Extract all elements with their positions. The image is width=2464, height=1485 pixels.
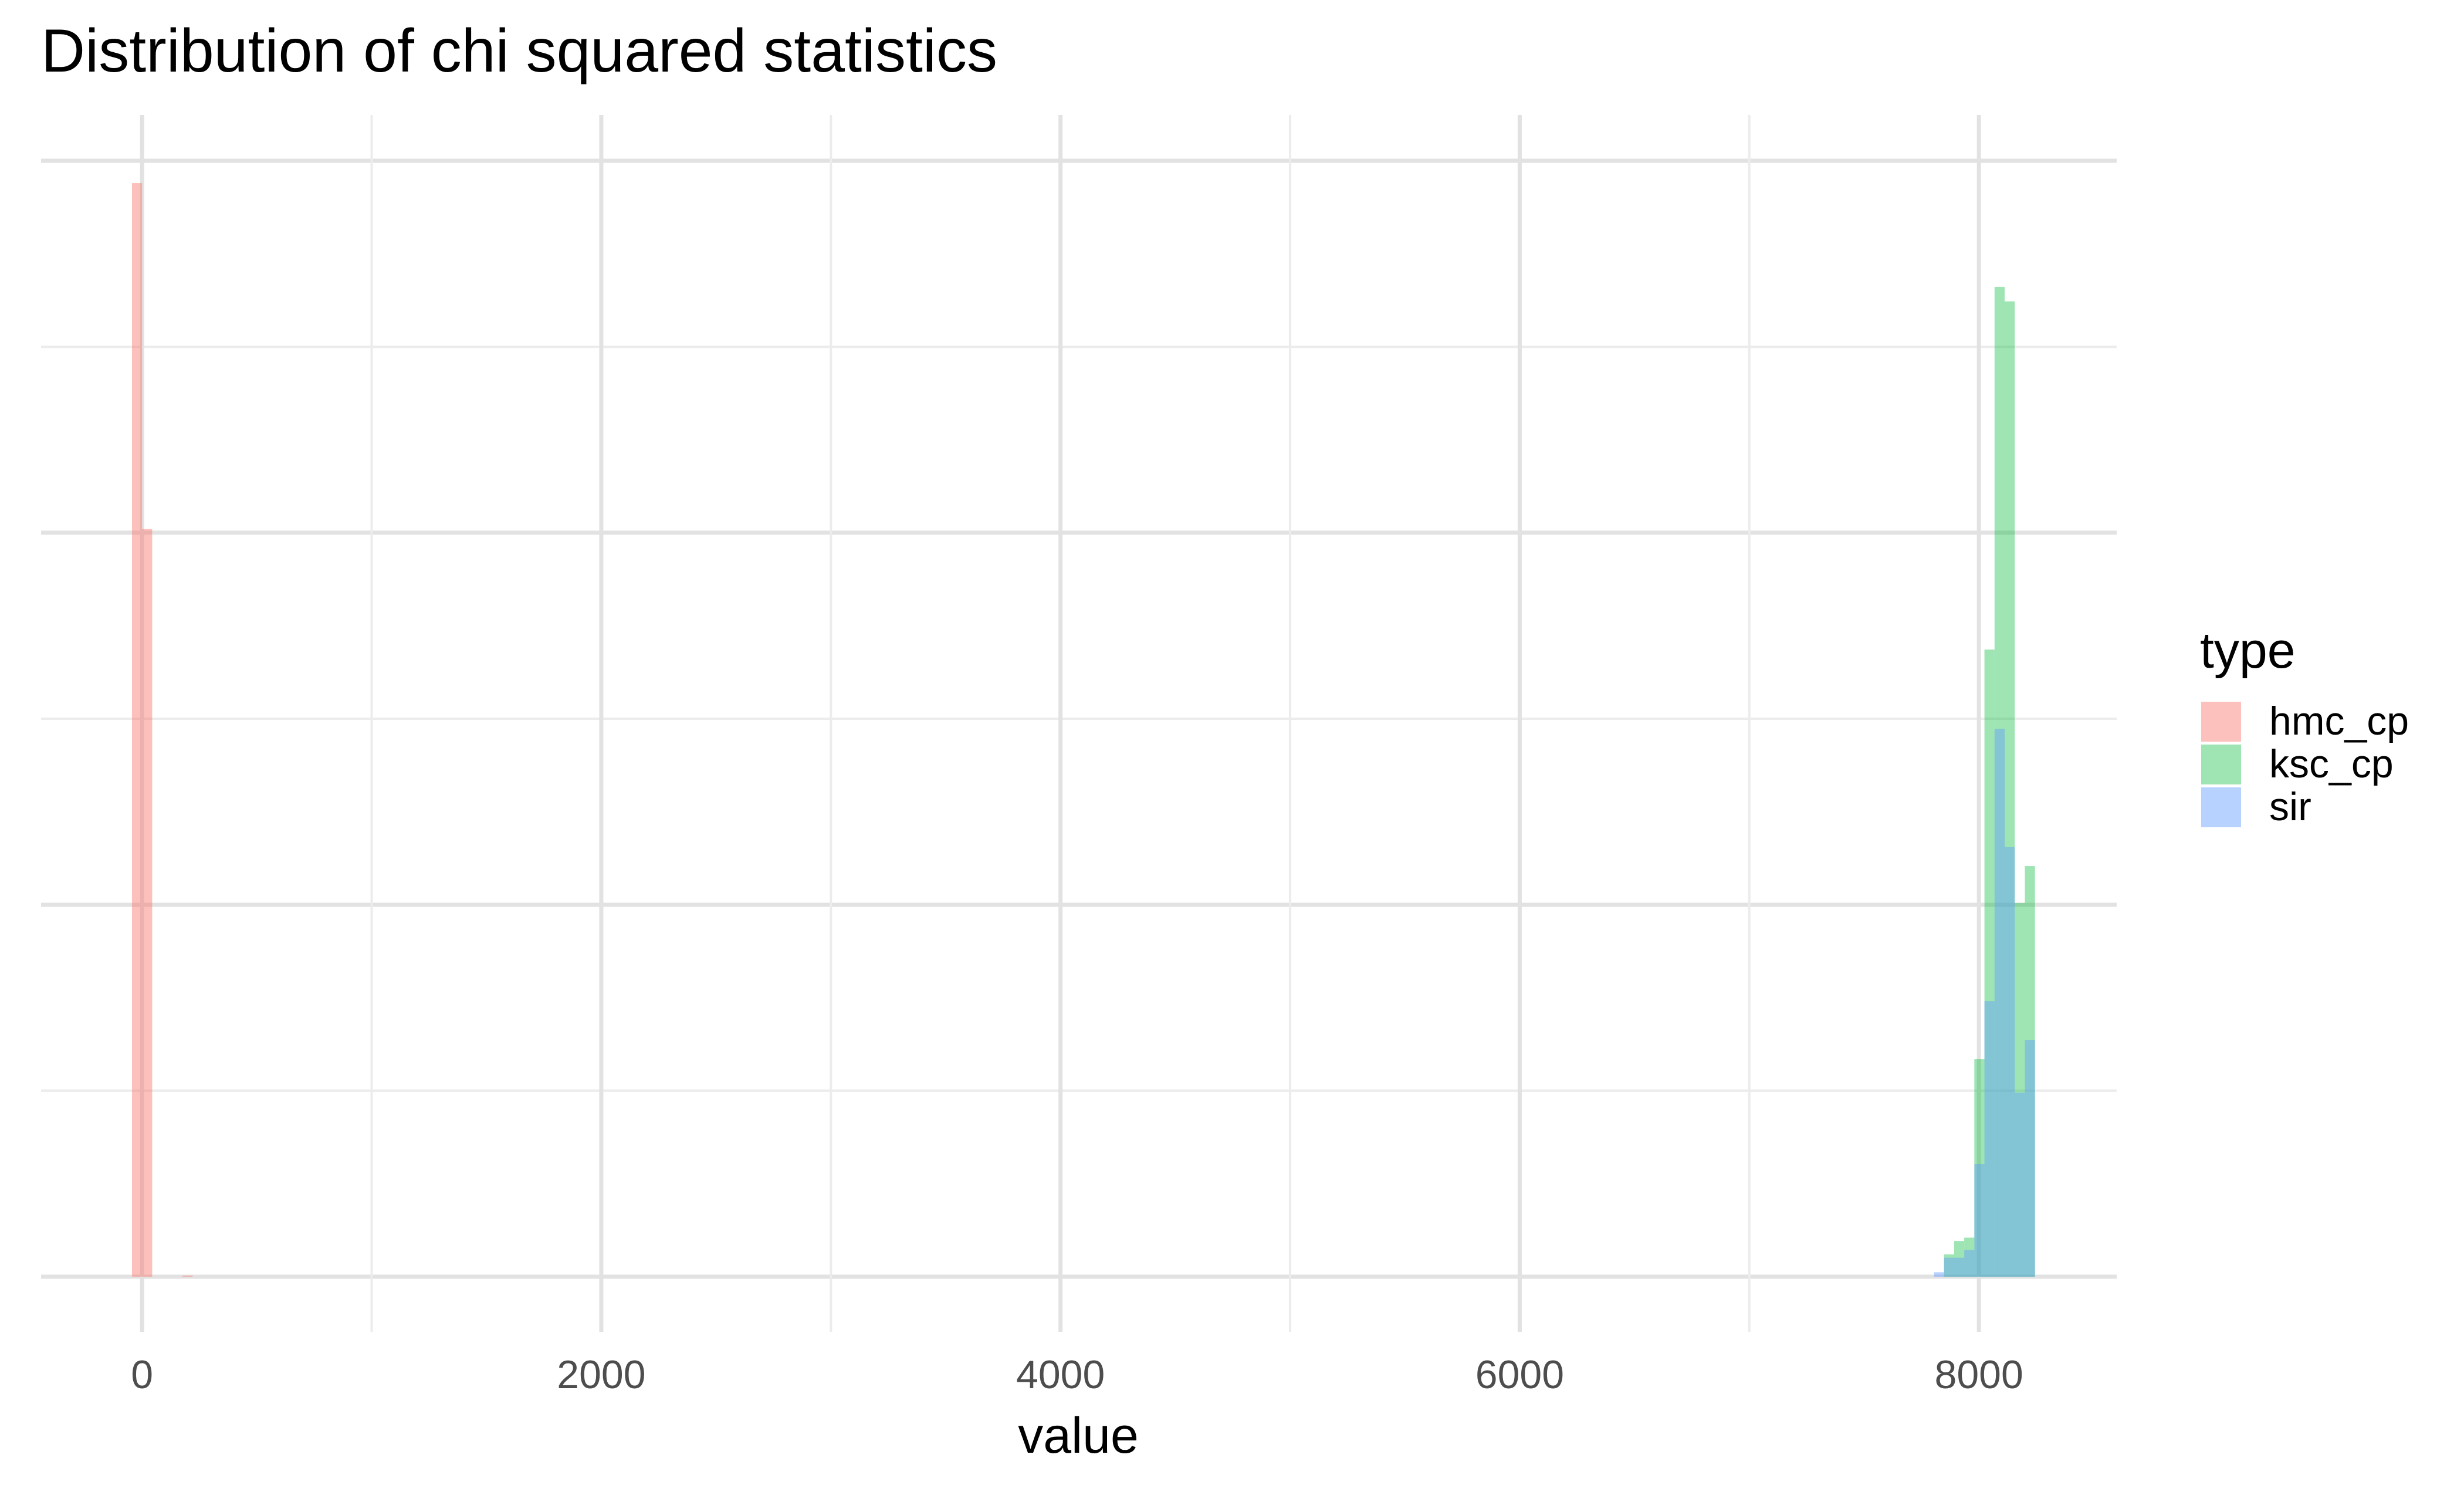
histogram-bar-sir	[1974, 1163, 1985, 1277]
legend-label-hmc_cp: hmc_cp	[2269, 699, 2409, 743]
histogram-bar-sir	[2015, 1092, 2025, 1277]
histogram-bar-ksc_cp	[2015, 902, 2025, 1277]
legend-key-sir	[2201, 787, 2241, 827]
x-axis-title: value	[1018, 1408, 1139, 1464]
histogram-bar-sir	[1954, 1257, 1965, 1277]
histogram-bar-sir	[1934, 1272, 1944, 1277]
histogram-bar-sir	[1984, 1001, 1995, 1277]
x-axis-ticks: 0 2000 4000 6000 8000	[131, 1352, 2023, 1397]
histogram-bar-sir	[1994, 729, 2005, 1277]
histogram-bar-ksc_cp	[2005, 301, 2015, 1277]
legend-key-hmc_cp	[2201, 702, 2241, 742]
histogram-bars	[131, 183, 2035, 1277]
histogram-bar-ksc_cp	[1974, 1059, 1985, 1277]
x-tick-label: 6000	[1475, 1352, 1564, 1397]
legend-label-sir: sir	[2269, 784, 2311, 829]
x-tick-label: 4000	[1016, 1352, 1105, 1397]
histogram-bar-hmc_cp	[131, 183, 143, 1277]
histogram-bar-ksc_cp	[1994, 286, 2005, 1277]
legend-key-ksc_cp	[2201, 745, 2241, 784]
histogram-bar-ksc_cp	[1944, 1254, 1954, 1277]
histogram-bar-sir	[2025, 1040, 2035, 1277]
histogram-bar-sir	[1944, 1257, 1954, 1277]
legend-label-ksc_cp: ksc_cp	[2269, 742, 2394, 786]
histogram-bar-ksc_cp	[1964, 1237, 1975, 1277]
x-tick-label: 8000	[1935, 1352, 2023, 1397]
histogram-bar-sir	[1964, 1250, 1975, 1277]
grid-lines	[41, 115, 2117, 1332]
chart-title: Distribution of chi squared statistics	[41, 17, 997, 85]
histogram-bar-hmc_cp	[142, 529, 153, 1277]
x-tick-label: 0	[131, 1352, 153, 1397]
histogram-bar-ksc_cp	[1984, 650, 1995, 1277]
histogram-bar-sir	[2005, 847, 2015, 1277]
legend-title: type	[2200, 623, 2296, 679]
histogram-bar-ksc_cp	[1954, 1241, 1965, 1277]
histogram-bar-ksc_cp	[2025, 866, 2035, 1277]
histogram-bar-hmc_cp	[182, 1276, 193, 1277]
x-tick-label: 2000	[557, 1352, 645, 1397]
